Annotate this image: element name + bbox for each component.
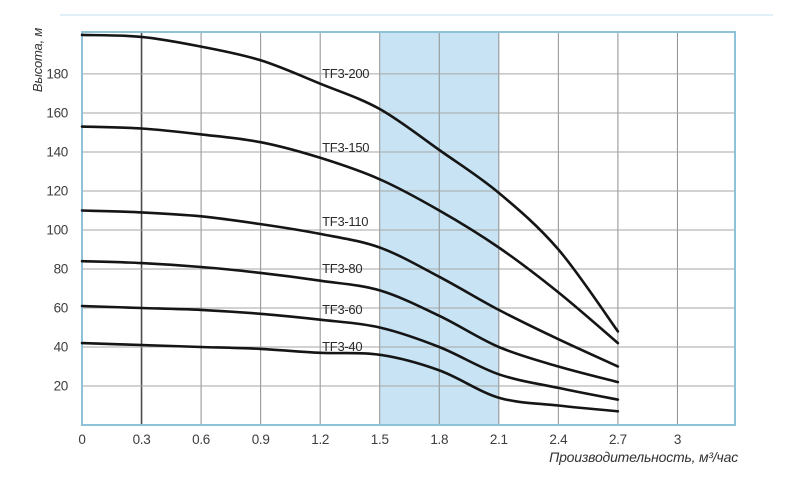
curve-tf3-200: [80, 33, 620, 333]
y-tick-label-160: 160: [46, 105, 68, 120]
curve-tf3-80: [80, 259, 620, 384]
curve-tf3-60: [80, 304, 620, 401]
curve-label-tf3-110: TF3-110: [322, 214, 368, 229]
x-tick-label-1.8: 1.8: [430, 432, 448, 447]
curve-label-tf3-150: TF3-150: [322, 140, 369, 155]
curve-tf3-150: [80, 125, 620, 345]
curve-label-tf3-200: TF3-200: [322, 66, 369, 81]
x-axis-title: Производительность, м³/час: [549, 449, 738, 465]
x-tick-label-0.6: 0.6: [192, 432, 210, 447]
y-tick-label-80: 80: [54, 261, 68, 276]
curve-label-tf3-40: TF3-40: [322, 339, 362, 354]
x-tick-label-3: 3: [674, 432, 681, 447]
plot-border: [81, 31, 736, 426]
y-tick-label-120: 120: [46, 183, 68, 198]
curve-label-tf3-80: TF3-80: [322, 261, 362, 276]
x-tick-label-2.4: 2.4: [549, 432, 568, 447]
y-axis-title: Высота, м: [30, 27, 45, 93]
y-tick-label-100: 100: [46, 222, 68, 237]
x-tick-label-1.5: 1.5: [371, 432, 389, 447]
y-tick-label-40: 40: [54, 339, 68, 354]
x-tick-label-0: 0: [78, 432, 85, 447]
curve-tf3-110: [80, 209, 620, 368]
x-tick-label-2.7: 2.7: [609, 432, 627, 447]
curve-tf3-40: [80, 341, 620, 413]
y-tick-label-180: 180: [46, 66, 68, 81]
x-tick-label-1.2: 1.2: [311, 432, 329, 447]
x-tick-label-2.1: 2.1: [490, 432, 508, 447]
y-tick-label-60: 60: [54, 300, 68, 315]
y-tick-label-140: 140: [46, 144, 68, 159]
y-tick-label-20: 20: [54, 378, 68, 393]
x-tick-label-0.3: 0.3: [133, 432, 151, 447]
curve-label-tf3-60: TF3-60: [322, 302, 362, 317]
x-tick-label-0.9: 0.9: [252, 432, 270, 447]
